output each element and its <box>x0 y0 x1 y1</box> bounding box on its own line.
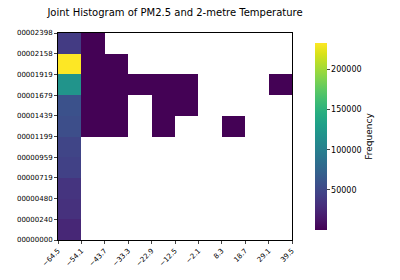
svg-text:8.3: 8.3 <box>212 247 226 261</box>
svg-text:−2.1: −2.1 <box>185 247 203 265</box>
svg-text:Joint Histogram of PM2.5 and 2: Joint Histogram of PM2.5 and 2-metre Tem… <box>46 7 302 18</box>
svg-text:00001919: 00001919 <box>17 71 53 79</box>
svg-text:00001679: 00001679 <box>17 92 53 100</box>
svg-text:29.1: 29.1 <box>256 247 273 264</box>
svg-text:00001199: 00001199 <box>17 133 53 141</box>
svg-text:00000719: 00000719 <box>17 174 53 182</box>
svg-text:00002398: 00002398 <box>17 29 53 37</box>
svg-text:−64.5: −64.5 <box>41 247 62 268</box>
svg-text:−12.5: −12.5 <box>158 247 179 268</box>
svg-text:100000: 100000 <box>331 146 362 155</box>
svg-text:18.7: 18.7 <box>232 247 249 264</box>
svg-text:00000480: 00000480 <box>17 195 53 203</box>
svg-text:−43.7: −43.7 <box>88 247 109 268</box>
svg-text:−22.9: −22.9 <box>135 247 156 268</box>
svg-text:00000000: 00000000 <box>17 236 53 244</box>
svg-text:150000: 150000 <box>331 105 362 114</box>
svg-text:200000: 200000 <box>331 65 362 74</box>
svg-text:39.5: 39.5 <box>279 247 296 264</box>
svg-text:00002158: 00002158 <box>17 50 53 58</box>
svg-text:00001439: 00001439 <box>17 112 53 120</box>
svg-text:00000240: 00000240 <box>17 216 53 224</box>
svg-text:00000959: 00000959 <box>17 154 53 162</box>
svg-text:−33.3: −33.3 <box>111 247 132 268</box>
svg-text:Frequency: Frequency <box>364 113 374 160</box>
svg-text:−54.1: −54.1 <box>64 247 85 268</box>
svg-text:50000: 50000 <box>331 186 356 195</box>
